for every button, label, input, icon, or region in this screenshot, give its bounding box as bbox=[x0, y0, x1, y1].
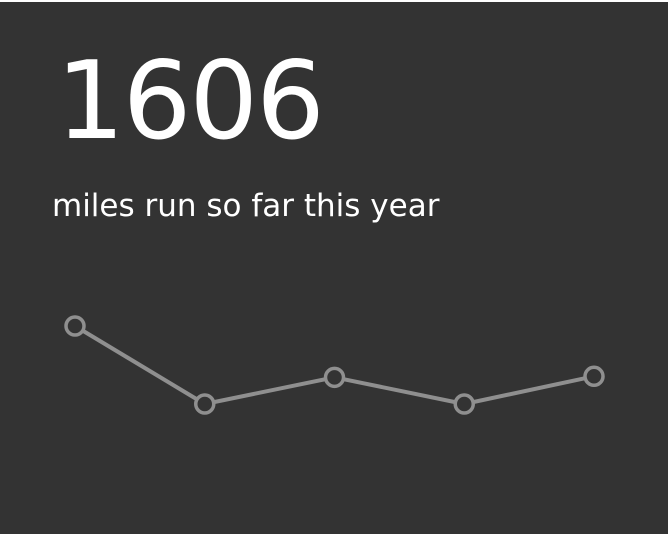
sparkline-point bbox=[64, 315, 86, 337]
metric-label: miles run so far this year bbox=[52, 188, 440, 224]
sparkline-point bbox=[194, 393, 216, 415]
sparkline-point bbox=[323, 366, 346, 389]
sparkline-line bbox=[73, 324, 595, 406]
sparkline-point bbox=[453, 393, 475, 415]
sparkline-point bbox=[583, 365, 605, 388]
metric-value: 1606 bbox=[56, 39, 325, 164]
